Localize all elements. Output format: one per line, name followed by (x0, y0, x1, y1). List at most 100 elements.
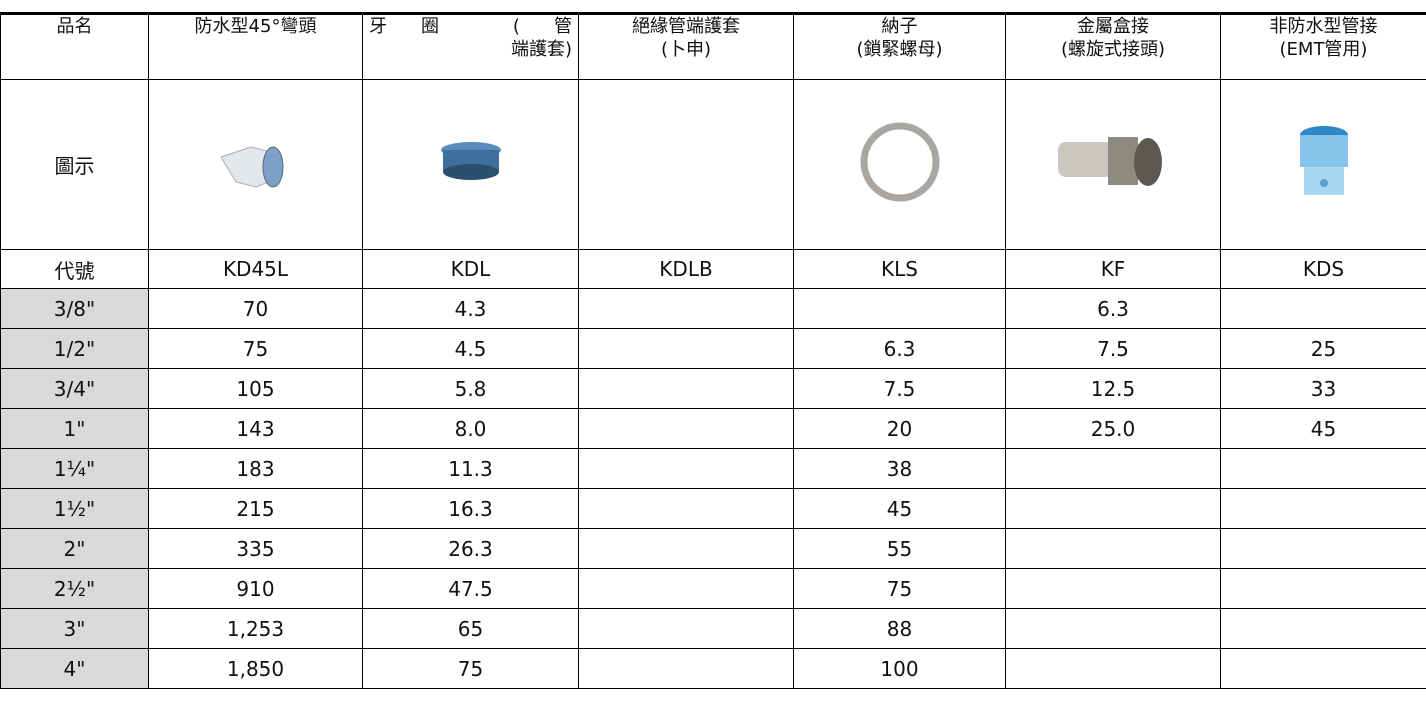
size-cell: 1¼" (0, 448, 149, 489)
data-row: 2½" 910 47.5 75 (0, 568, 1426, 609)
header-cell: 牙圈 (管 端護套) (362, 13, 579, 80)
price-cell (1005, 488, 1221, 529)
size-cell: 3/4" (0, 368, 149, 409)
price-cell: 105 (148, 368, 363, 409)
price-cell: 75 (793, 568, 1006, 609)
image-cell (1005, 79, 1221, 250)
price-cell: 1,850 (148, 648, 363, 689)
size-cell: 3" (0, 608, 149, 649)
data-row: 1½" 215 16.3 45 (0, 488, 1426, 529)
size-cell: 1/2" (0, 328, 149, 369)
data-row: 3/8" 70 4.3 6.3 (0, 288, 1426, 329)
price-cell (578, 408, 794, 449)
price-cell: 100 (793, 648, 1006, 689)
price-cell (578, 568, 794, 609)
header-line: 絕緣管端護套 (632, 16, 740, 37)
header-cell: 絕緣管端護套 (卜申) (578, 13, 794, 80)
price-cell: 1,253 (148, 608, 363, 649)
price-cell (578, 368, 794, 409)
price-cell (1005, 568, 1221, 609)
locknut-icon (860, 122, 939, 202)
price-cell: 47.5 (362, 568, 579, 609)
price-cell: 33 (1220, 368, 1426, 409)
price-cell: 20 (793, 408, 1006, 449)
price-cell (1005, 648, 1221, 689)
connector-icon (1058, 137, 1162, 186)
size-cell: 2" (0, 528, 149, 569)
price-cell (578, 328, 794, 369)
price-cell: 26.3 (362, 528, 579, 569)
bushing-icon (440, 142, 501, 180)
price-cell: 88 (793, 608, 1006, 649)
header-cell: 納子 (鎖緊螺母) (793, 13, 1006, 80)
price-cell: 45 (1220, 408, 1426, 449)
price-cell: 7.5 (793, 368, 1006, 409)
price-cell (578, 528, 794, 569)
code-cell: KF (1005, 249, 1221, 289)
code-cell: KDS (1220, 249, 1426, 289)
header-line: (EMT管用) (1279, 39, 1368, 60)
price-cell: 75 (362, 648, 579, 689)
price-cell: 8.0 (362, 408, 579, 449)
price-cell: 4.3 (362, 288, 579, 329)
header-line: 金屬盒接 (1077, 16, 1149, 37)
data-row: 1/2" 75 4.5 6.3 7.5 25 (0, 328, 1426, 369)
price-cell (1220, 288, 1426, 329)
price-cell: 45 (793, 488, 1006, 529)
size-cell: 2½" (0, 568, 149, 609)
code-cell: KLS (793, 249, 1006, 289)
elbow-icon (219, 146, 283, 188)
price-cell: 11.3 (362, 448, 579, 489)
price-cell (1220, 448, 1426, 489)
size-cell: 4" (0, 648, 149, 689)
price-cell (1005, 608, 1221, 649)
data-row: 1" 143 8.0 20 25.0 45 (0, 408, 1426, 449)
code-cell: KDL (362, 249, 579, 289)
header-line: (卜申) (660, 39, 712, 60)
price-cell (578, 488, 794, 529)
data-row: 4" 1,850 75 100 (0, 648, 1426, 689)
image-row-label: 圖示 (0, 79, 149, 250)
code-cell: KDLB (578, 249, 794, 289)
table-body: 品名 防水型45°彎頭 牙圈 (管 端護套) 絕緣管端護套 (卜申) 納子 (鎖緊螺母) 金屬盒… (0, 13, 1426, 689)
header-line: 牙圈 (管 (369, 16, 572, 37)
price-cell: 910 (148, 568, 363, 609)
price-cell: 25.0 (1005, 408, 1221, 449)
price-cell (578, 288, 794, 329)
header-cell: 防水型45°彎頭 (148, 13, 363, 80)
price-cell (1220, 568, 1426, 609)
header-line: 納子 (881, 16, 918, 37)
header-line: 端護套) (510, 39, 572, 60)
header-cell: 非防水型管接 (EMT管用) (1220, 13, 1426, 80)
price-cell: 25 (1220, 328, 1426, 369)
price-cell: 16.3 (362, 488, 579, 529)
price-cell: 143 (148, 408, 363, 449)
data-row: 3" 1,253 65 88 (0, 608, 1426, 649)
header-cell: 金屬盒接 (螺旋式接頭) (1005, 13, 1221, 80)
price-cell: 215 (148, 488, 363, 529)
price-cell: 7.5 (1005, 328, 1221, 369)
price-cell: 38 (793, 448, 1006, 489)
price-cell (1005, 448, 1221, 489)
header-line: 防水型45°彎頭 (194, 16, 317, 37)
price-cell (1220, 488, 1426, 529)
price-cell (1220, 648, 1426, 689)
price-cell: 4.5 (362, 328, 579, 369)
price-cell: 335 (148, 528, 363, 569)
code-row: 代號 KD45L KDL KDLB KLS KF KDS (0, 249, 1426, 289)
header-line: (螺旋式接頭) (1060, 39, 1166, 60)
price-cell (578, 448, 794, 489)
price-cell: 12.5 (1005, 368, 1221, 409)
data-row: 2" 335 26.3 55 (0, 528, 1426, 569)
header-line: (鎖緊螺母) (856, 39, 943, 60)
size-cell: 1" (0, 408, 149, 449)
price-cell: 183 (148, 448, 363, 489)
price-cell (1220, 608, 1426, 649)
price-cell: 55 (793, 528, 1006, 569)
price-cell (578, 608, 794, 649)
image-cell (362, 79, 579, 250)
price-cell (1005, 528, 1221, 569)
code-cell: KD45L (148, 249, 363, 289)
header-row: 品名 防水型45°彎頭 牙圈 (管 端護套) 絕緣管端護套 (卜申) 納子 (鎖緊螺母) 金屬盒… (0, 13, 1426, 80)
